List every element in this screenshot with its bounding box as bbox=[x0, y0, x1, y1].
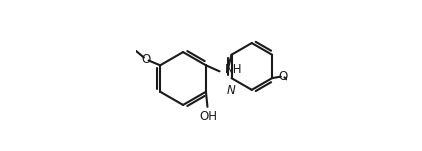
Text: OH: OH bbox=[199, 110, 217, 123]
Text: O: O bbox=[141, 53, 151, 66]
Text: O: O bbox=[278, 70, 287, 83]
Text: N: N bbox=[226, 84, 235, 97]
Text: NH: NH bbox=[225, 63, 242, 76]
